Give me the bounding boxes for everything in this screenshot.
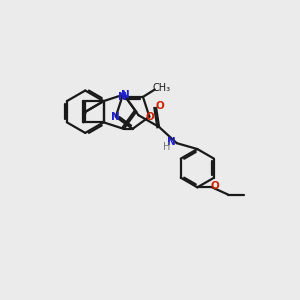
Text: O: O xyxy=(145,112,154,122)
Text: N: N xyxy=(167,137,176,147)
Text: O: O xyxy=(155,101,164,111)
Text: H: H xyxy=(163,142,170,152)
Text: N: N xyxy=(111,112,120,122)
Text: O: O xyxy=(211,181,219,191)
Text: CH₃: CH₃ xyxy=(152,83,170,93)
Text: N: N xyxy=(118,92,127,102)
Text: N: N xyxy=(121,90,129,100)
